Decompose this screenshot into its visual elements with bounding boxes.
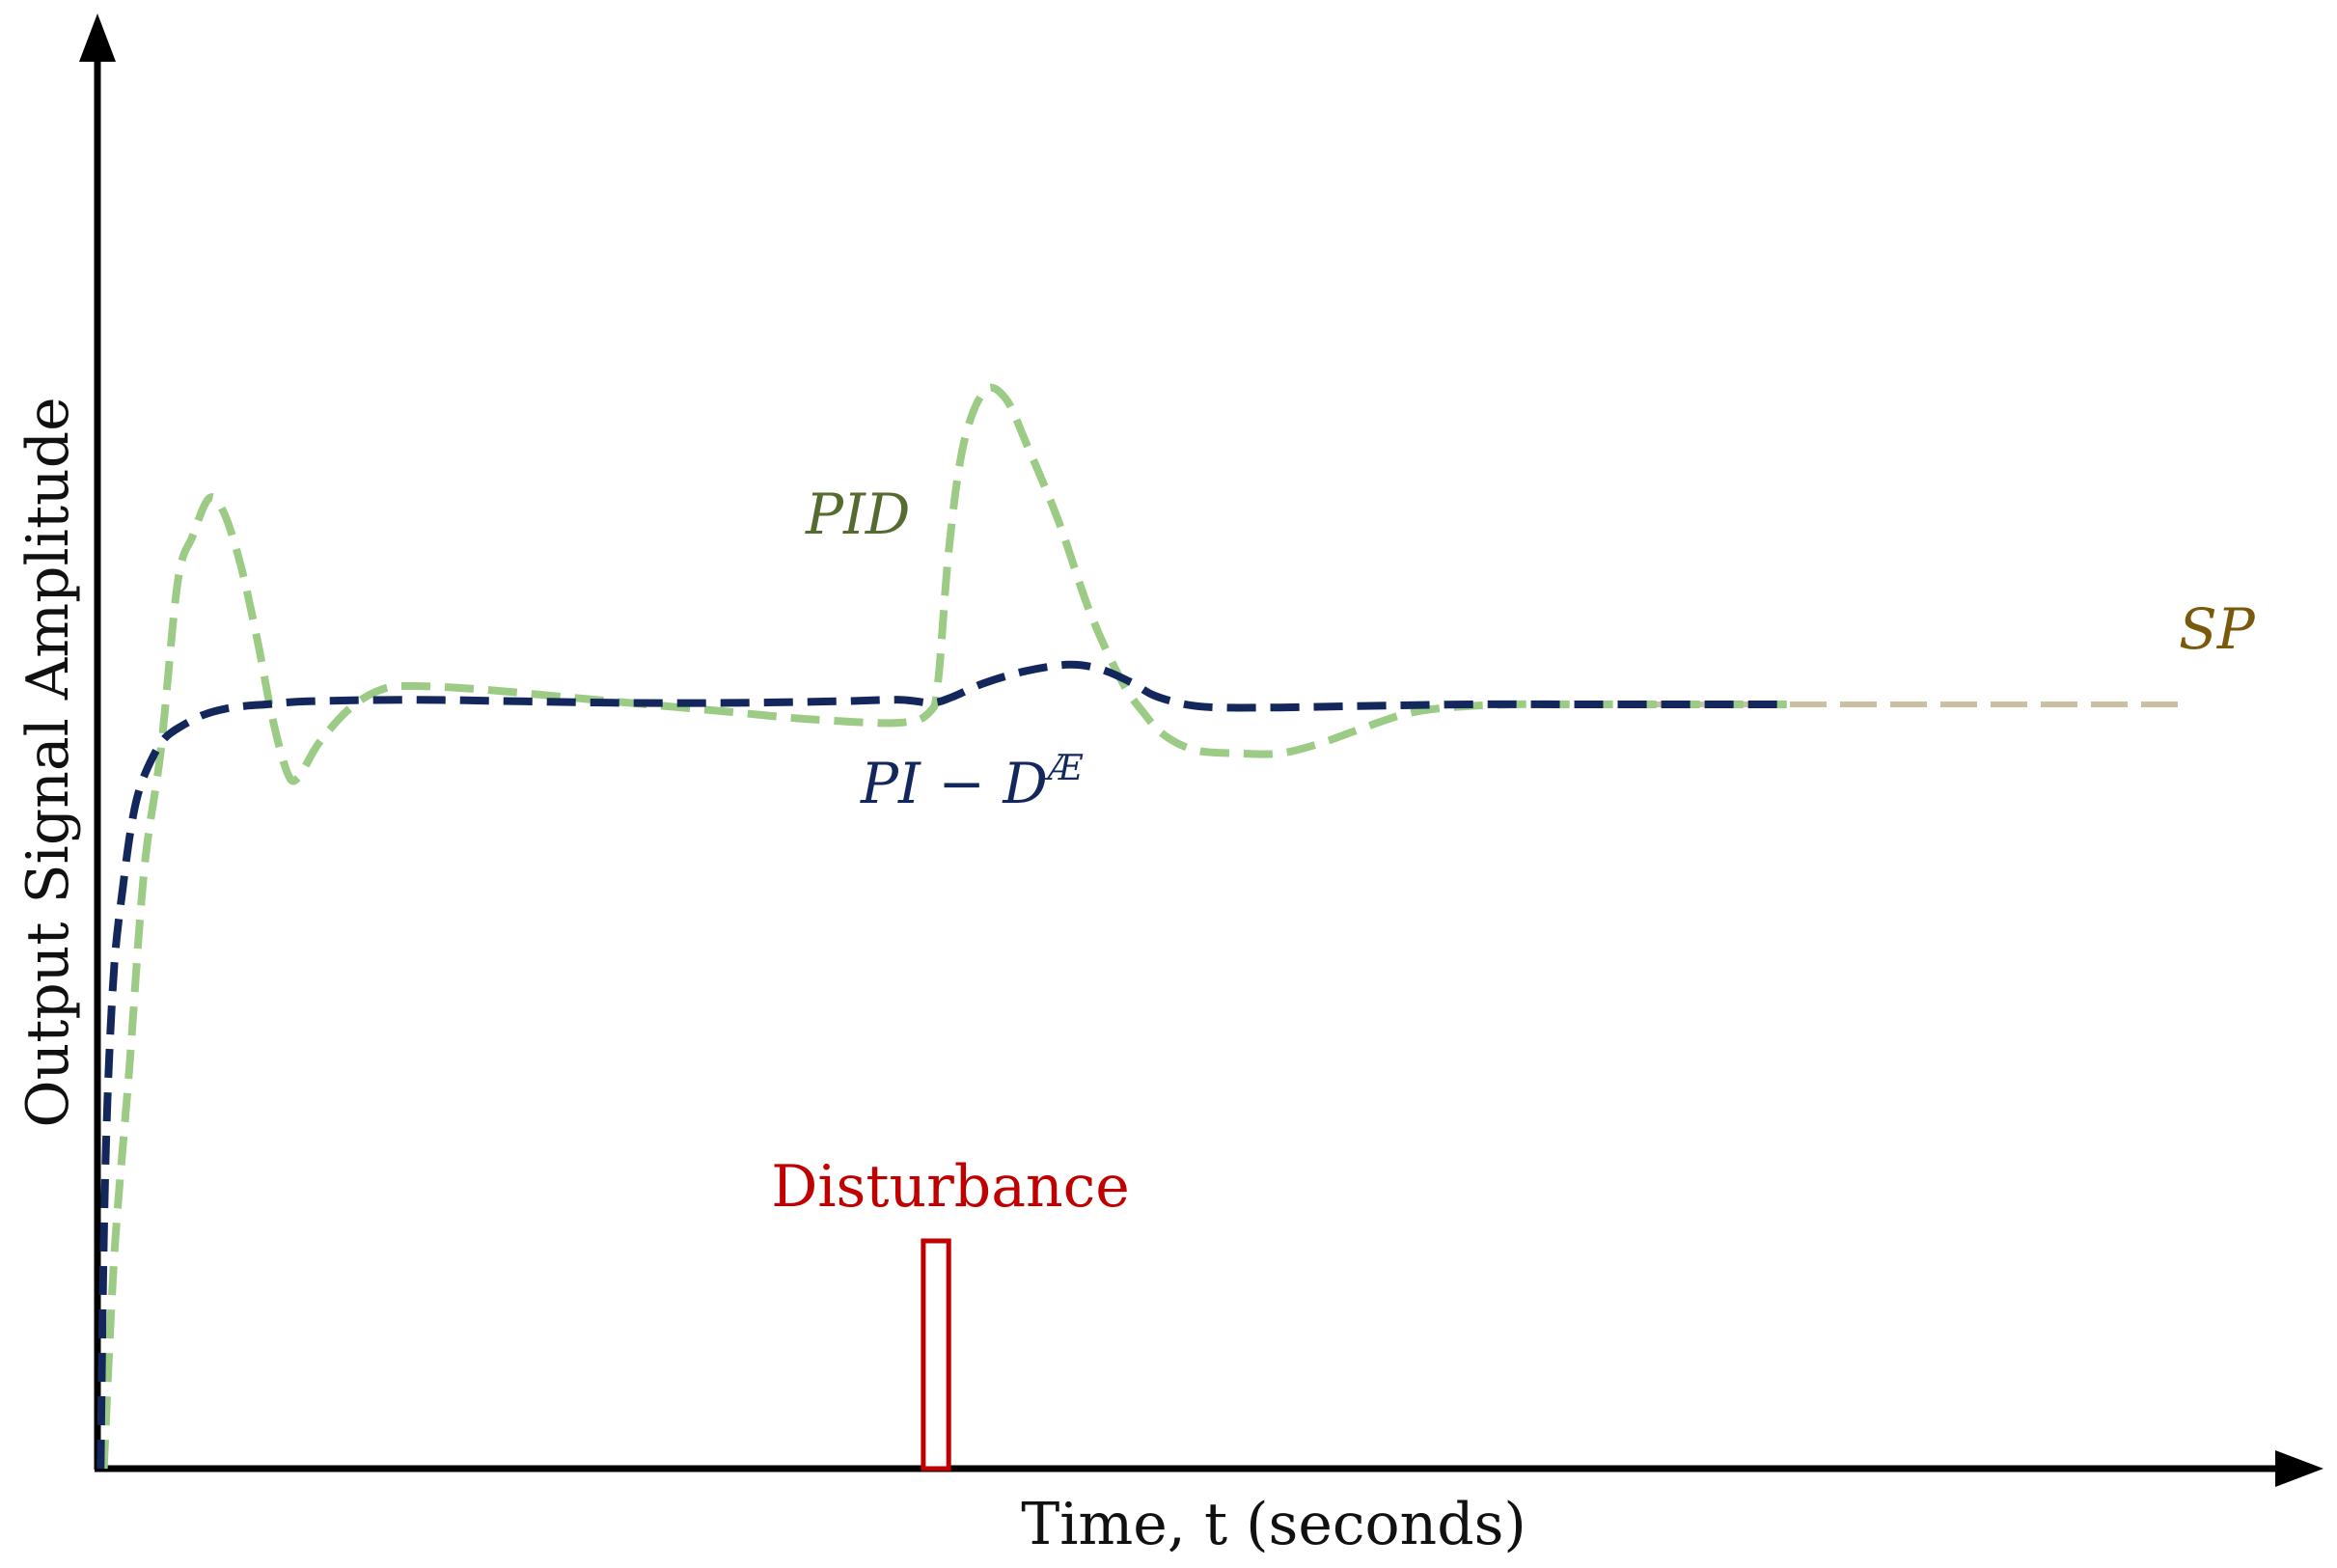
pi-dae-label: PI − DÆ (860, 749, 1084, 816)
disturbance-label: Disturbance (771, 1153, 1129, 1221)
pi-dae-label-main: PI − D (860, 751, 1048, 816)
series-line-pid (99, 383, 1788, 1470)
y-axis-label: Output Signal Amplitude (14, 397, 82, 1127)
axes (79, 14, 2323, 1487)
plot-area (88, 383, 2219, 1472)
series-line-pi-dae (96, 660, 1788, 1470)
x-axis-arrowhead (2275, 1450, 2323, 1487)
x-axis-label: Time, t (seconds) (1021, 1491, 1526, 1558)
y-axis-arrowhead (79, 14, 116, 62)
pi-dae-label-sup: Æ (1044, 749, 1084, 788)
sp-label: SP (2179, 596, 2256, 662)
pid-label: PID (805, 481, 910, 547)
series-labels: SP PID PI − DÆ Disturbance (771, 481, 2255, 1221)
disturbance-pulse (921, 1238, 951, 1472)
